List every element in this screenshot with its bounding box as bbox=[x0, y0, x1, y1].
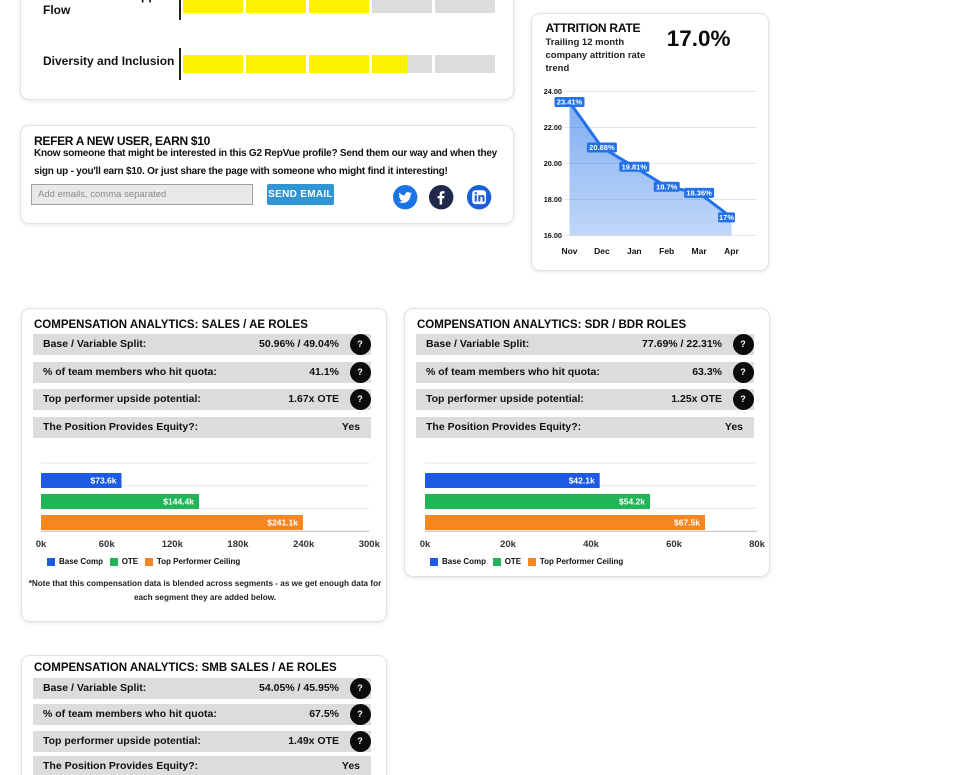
svg-text:18.00: 18.00 bbox=[544, 195, 562, 204]
svg-text:18.36%: 18.36% bbox=[686, 189, 712, 198]
svg-text:24.00: 24.00 bbox=[544, 87, 562, 96]
svg-text:17%: 17% bbox=[719, 213, 734, 222]
svg-text:$42.1k: $42.1k bbox=[569, 476, 595, 486]
svg-text:$241.1k: $241.1k bbox=[267, 518, 298, 528]
svg-text:Mar: Mar bbox=[692, 246, 708, 256]
svg-text:Dec: Dec bbox=[594, 246, 610, 256]
svg-text:$54.2k: $54.2k bbox=[619, 497, 645, 507]
svg-text:$67.5k: $67.5k bbox=[674, 518, 700, 528]
svg-text:19.81%: 19.81% bbox=[622, 163, 648, 172]
svg-text:18.7%: 18.7% bbox=[656, 183, 678, 192]
svg-text:Feb: Feb bbox=[659, 246, 674, 256]
svg-text:$73.6k: $73.6k bbox=[91, 476, 117, 486]
svg-text:16.00: 16.00 bbox=[544, 231, 562, 240]
svg-text:20.88%: 20.88% bbox=[589, 143, 615, 152]
svg-text:23.41%: 23.41% bbox=[557, 98, 583, 107]
svg-text:22.00: 22.00 bbox=[544, 123, 562, 132]
svg-text:Jan: Jan bbox=[627, 246, 642, 256]
svg-text:Apr: Apr bbox=[724, 246, 739, 256]
svg-text:$144.4k: $144.4k bbox=[163, 497, 194, 507]
svg-text:Nov: Nov bbox=[561, 246, 577, 256]
svg-text:20.00: 20.00 bbox=[544, 159, 562, 168]
